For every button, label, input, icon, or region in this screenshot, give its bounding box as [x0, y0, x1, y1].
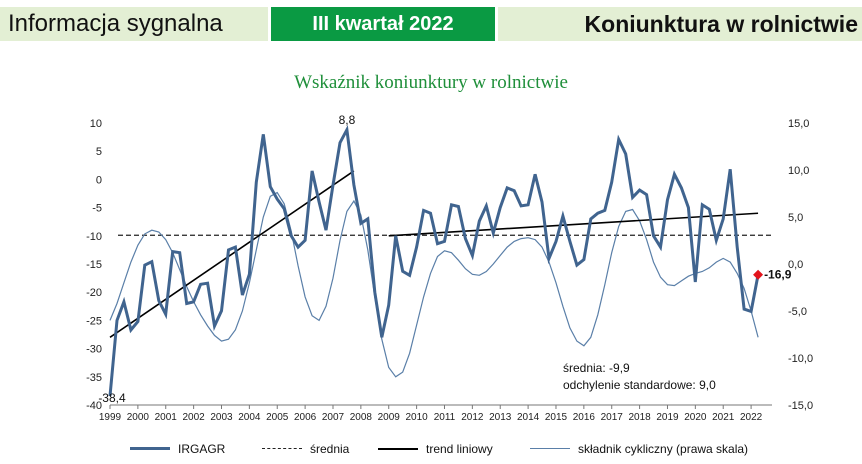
x-tick-label: 2010 [405, 412, 428, 423]
y-right-tick-label: -15,0 [788, 400, 813, 412]
header-right-title: Koniunktura w rolnictwie [498, 7, 862, 41]
header-quarter-badge: III kwartał 2022 [271, 7, 495, 41]
legend-swatch-mean [262, 448, 302, 449]
legend-label: średnia [310, 442, 350, 456]
y-right-tick-label: -5,0 [788, 306, 807, 318]
x-tick-label: 2014 [517, 412, 540, 423]
y-right-tick-label: 0,0 [788, 259, 803, 271]
min-value-label: -38,4 [98, 391, 126, 405]
irgagr-series-line [108, 124, 760, 397]
trend-line-segment [388, 212, 759, 237]
chart-legend: IRGAGR średnia trend liniowy składnik cy… [130, 439, 830, 459]
y-right-tick-label: -10,0 [788, 353, 813, 365]
x-tick-label: 2015 [545, 412, 568, 423]
x-tick-label: 2012 [461, 412, 484, 423]
x-tick-label: 2001 [155, 412, 178, 423]
legend-label: składnik cykliczny (prawa skala) [578, 442, 749, 456]
x-tick-label: 2000 [127, 412, 150, 423]
x-tick-label: 2022 [740, 412, 763, 423]
y-left-tick-label: -10 [86, 231, 102, 243]
y-right-tick-label: 15,0 [788, 118, 809, 130]
x-tick-label: 2005 [266, 412, 289, 423]
y-right-tick-label: 10,0 [788, 165, 809, 177]
x-tick-label: 2008 [350, 412, 373, 423]
x-tick-label: 2018 [628, 412, 651, 423]
x-tick-label: 2007 [322, 412, 345, 423]
trend-line-segment [109, 170, 355, 338]
y-left-tick-label: -20 [86, 287, 102, 299]
header-bar: Informacja sygnalna III kwartał 2022 Kon… [0, 7, 862, 41]
legend-swatch-trend [378, 448, 418, 450]
legend-swatch-irgagr [130, 447, 170, 450]
chart-title: Wskaźnik koniunktury w rolnictwie [294, 72, 568, 93]
header-left-label: Informacja sygnalna [0, 7, 268, 41]
x-tick-label: 2021 [712, 412, 735, 423]
x-tick-label: 2004 [238, 412, 261, 423]
last-point-marker [753, 269, 764, 280]
x-tick-label: 2002 [182, 412, 205, 423]
y-left-tick-label: -40 [86, 400, 102, 412]
legend-label: trend liniowy [426, 442, 493, 456]
x-tick-label: 2016 [573, 412, 596, 423]
y-left-tick-label: 5 [96, 146, 102, 158]
x-tick-label: 2017 [601, 412, 624, 423]
y-left-tick-label: -30 [86, 344, 102, 356]
y-right-tick-label: 5,0 [788, 212, 803, 224]
x-tick-label: 2003 [210, 412, 233, 423]
legend-label: IRGAGR [178, 442, 226, 456]
max-value-label: 8,8 [339, 113, 356, 127]
x-tick-label: 2019 [656, 412, 679, 423]
x-tick-label: 2020 [684, 412, 707, 423]
y-left-tick-label: -25 [86, 315, 102, 327]
legend-swatch-cyclic [530, 448, 570, 449]
y-left-tick-label: -35 [86, 372, 102, 384]
stat-sd-text: odchylenie standardowe: 9,0 [563, 378, 716, 392]
cyclic-series-line [109, 191, 759, 378]
x-tick-label: 2006 [294, 412, 317, 423]
y-left-tick-label: -15 [86, 259, 102, 271]
x-tick-label: 1999 [99, 412, 122, 423]
y-left-tick-label: 0 [96, 174, 102, 186]
y-left-tick-label: -5 [92, 203, 102, 215]
x-tick-label: 2013 [489, 412, 512, 423]
x-tick-label: 2011 [434, 412, 456, 423]
last-value-label: -16,9 [764, 268, 792, 282]
y-left-tick-label: 10 [90, 118, 102, 130]
x-tick-label: 2009 [378, 412, 401, 423]
stat-mean-text: średnia: -9,9 [563, 361, 630, 375]
